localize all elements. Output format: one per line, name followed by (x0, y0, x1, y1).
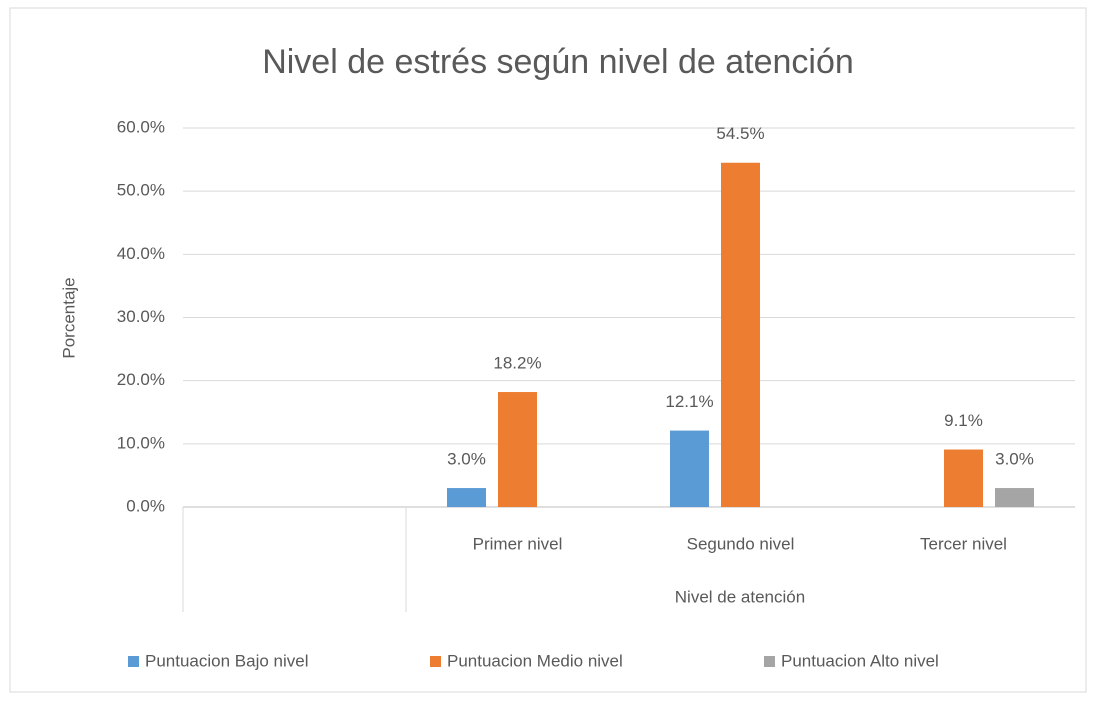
legend-swatch (430, 656, 441, 667)
chart-title: Nivel de estrés según nivel de atención (262, 43, 854, 81)
y-tick-label: 40.0% (117, 244, 165, 263)
y-tick-label: 0.0% (126, 496, 165, 515)
bar (995, 488, 1034, 507)
y-tick-label: 50.0% (117, 181, 165, 200)
data-label: 54.5% (716, 124, 764, 143)
y-tick-label: 60.0% (117, 117, 165, 136)
data-label: 9.1% (944, 411, 983, 430)
x-axis-label: Nivel de atención (675, 587, 805, 606)
bar (447, 488, 486, 507)
legend-label: Puntuacion Alto nivel (781, 651, 939, 670)
bar (498, 392, 537, 507)
legend-swatch (764, 656, 775, 667)
chart-border (9, 7, 1087, 693)
data-label: 3.0% (447, 450, 486, 469)
legend-label: Puntuacion Medio nivel (447, 651, 623, 670)
data-label: 18.2% (493, 354, 541, 373)
bar (721, 162, 760, 507)
x-tick-label: Segundo nivel (687, 534, 795, 553)
x-tick-label: Primer nivel (473, 534, 563, 553)
y-tick-label: 10.0% (117, 433, 165, 452)
x-tick-label: Tercer nivel (920, 534, 1007, 553)
data-label: 12.1% (665, 392, 713, 411)
legend-swatch (128, 656, 139, 667)
y-tick-label: 30.0% (117, 307, 165, 326)
y-axis-label: Porcentaje (59, 277, 78, 358)
y-tick-label: 20.0% (117, 370, 165, 389)
bar (944, 449, 983, 507)
bar (670, 430, 709, 507)
data-label: 3.0% (995, 450, 1034, 469)
legend-label: Puntuacion Bajo nivel (145, 651, 309, 670)
